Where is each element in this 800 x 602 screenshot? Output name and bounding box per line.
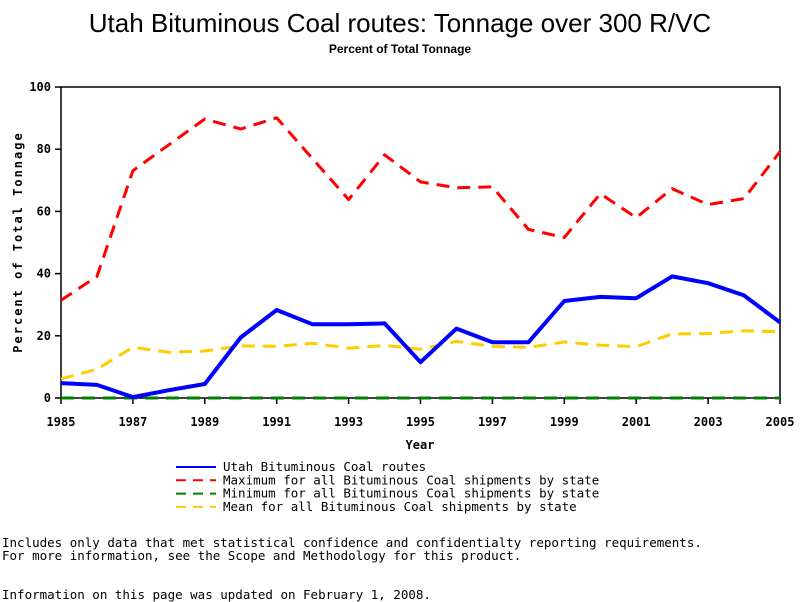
series-line-1	[60, 116, 782, 302]
x-tick-label: 1993	[334, 415, 363, 429]
footnote-methodology: For more information, see the Scope and …	[2, 548, 522, 563]
legend-label-1: Maximum for all Bituminous Coal shipment…	[223, 472, 599, 487]
y-tick-label: 40	[37, 267, 51, 281]
x-tick-label: 2003	[694, 415, 723, 429]
x-tick-label: 1995	[406, 415, 435, 429]
x-tick-label: 1991	[262, 415, 291, 429]
chart-title: Utah Bituminous Coal routes: Tonnage ove…	[89, 8, 711, 38]
legend-label-2: Minimum for all Bituminous Coal shipment…	[223, 486, 599, 501]
y-axis: 0 20 40 60 80 100	[29, 80, 61, 405]
y-tick-label: 100	[29, 80, 51, 94]
y-tick-label: 0	[44, 391, 51, 405]
footnote-confidence: Includes only data that met statistical …	[2, 535, 702, 550]
footnote-updated: Information on this page was updated on …	[2, 587, 431, 602]
x-tick-label: 1987	[118, 415, 147, 429]
x-tick-label: 1985	[47, 415, 76, 429]
y-tick-label: 20	[37, 329, 51, 343]
x-tick-label: 1989	[190, 415, 219, 429]
x-tick-label: 2005	[766, 415, 795, 429]
legend-label-3: Mean for all Bituminous Coal shipments b…	[223, 499, 577, 514]
series-line-3	[60, 329, 781, 381]
y-tick-label: 80	[37, 142, 51, 156]
series-line-0	[60, 274, 782, 400]
x-tick-label: 1997	[478, 415, 507, 429]
chart-subtitle: Percent of Total Tonnage	[329, 42, 472, 56]
series-layer	[60, 116, 782, 400]
x-tick-label: 1999	[550, 415, 579, 429]
y-tick-label: 60	[37, 204, 51, 218]
y-axis-label: Percent of Total Tonnage	[11, 131, 25, 352]
legend-label-0: Utah Bituminous Coal routes	[223, 459, 426, 474]
x-tick-label: 2001	[622, 415, 651, 429]
x-axis-label: Year	[406, 438, 435, 452]
x-axis: 1985 1987 1989 1991 1993 1995 1997 1999 2001 2003…	[47, 398, 795, 429]
